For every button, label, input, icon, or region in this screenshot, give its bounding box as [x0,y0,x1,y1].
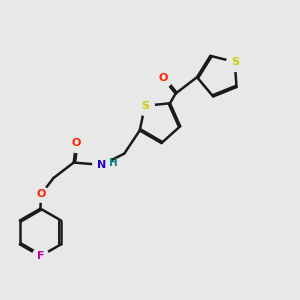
Text: O: O [36,189,46,200]
Text: S: S [231,57,239,67]
Text: S: S [141,101,149,111]
Text: N: N [97,160,106,170]
Text: O: O [71,138,81,148]
Text: H: H [109,158,118,168]
Text: O: O [158,73,168,83]
Text: F: F [37,251,44,261]
